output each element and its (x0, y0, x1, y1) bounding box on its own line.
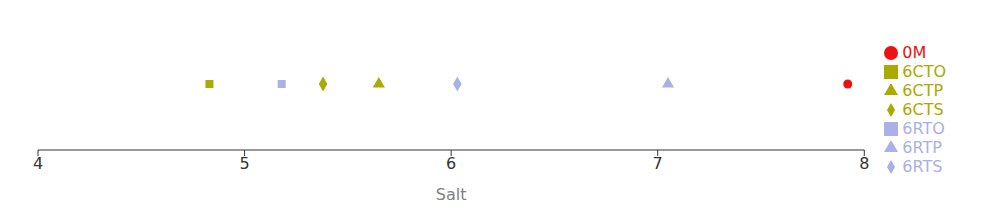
svg-text:4: 4 (33, 154, 43, 173)
html-text:6RTO: 6RTO (902, 118, 945, 138)
svg-text:7: 7 (653, 154, 663, 173)
html-text:6CTS: 6CTS (902, 99, 944, 119)
svg-text:Salt: Salt (436, 185, 467, 204)
svg-text:8: 8 (859, 154, 869, 173)
svg-text:5: 5 (239, 154, 249, 173)
html-text:6RTS: 6RTS (902, 156, 943, 176)
html-text:6RTP: 6RTP (902, 137, 942, 157)
html-text:6CTP: 6CTP (902, 80, 944, 100)
html-text:6CTO: 6CTO (902, 61, 946, 81)
svg-text:6: 6 (446, 154, 456, 173)
html-text:0M: 0M (902, 42, 927, 62)
